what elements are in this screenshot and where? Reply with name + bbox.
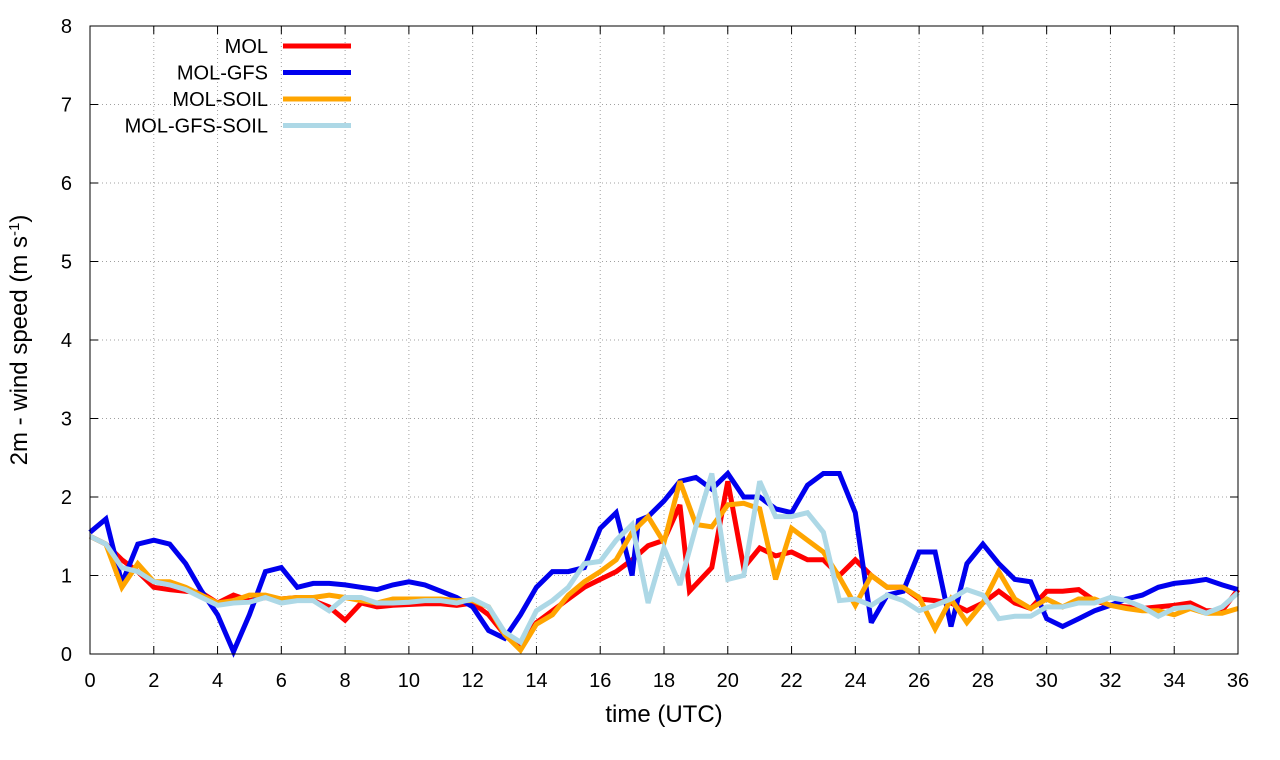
x-tick-label: 18	[653, 670, 675, 692]
legend: MOL MOL-GFS MOL-SOIL MOL-GFS-SOIL	[125, 36, 351, 138]
y-axis-title: 2m - wind speed (m s-1)	[6, 215, 34, 466]
x-tick-label: 26	[908, 670, 930, 692]
x-tick-label: 20	[717, 670, 739, 692]
x-tick-label: 36	[1227, 670, 1249, 692]
y-tick-label: 3	[61, 409, 72, 431]
x-tick-label: 34	[1163, 670, 1185, 692]
legend-label-mol: MOL	[225, 36, 268, 58]
legend-label-mol-soil: MOL-SOIL	[172, 89, 268, 111]
x-tick-label: 12	[462, 670, 484, 692]
y-axis-title-tail: )	[6, 215, 33, 223]
legend-label-mol-gfs-soil: MOL-GFS-SOIL	[125, 116, 268, 138]
y-tick-label: 1	[61, 566, 72, 588]
x-tick-label: 16	[589, 670, 611, 692]
series-line-mol-gfs	[88, 469, 1239, 658]
legend-label-mol-gfs: MOL-GFS	[177, 63, 268, 85]
axis-ticks: 0 2 4 6 8 10 12 14 16 18 20 22 24 26 28 30 32 34 360123456…	[61, 16, 1249, 692]
y-tick-label: 6	[61, 173, 72, 195]
x-axis-title: time (UTC)	[605, 701, 722, 728]
x-tick-label: 8	[340, 670, 351, 692]
x-tick-label: 14	[525, 670, 547, 692]
x-tick-label: 24	[844, 670, 866, 692]
x-tick-label: 10	[398, 670, 420, 692]
x-tick-label: 4	[212, 670, 223, 692]
x-tick-label: 30	[1036, 670, 1058, 692]
series-line-mol-gfs-soil	[88, 472, 1240, 646]
y-tick-label: 5	[61, 252, 72, 274]
y-axis-title-superscript: -1	[6, 223, 23, 236]
y-tick-label: 8	[61, 16, 72, 38]
y-tick-label: 7	[61, 95, 72, 117]
x-tick-label: 2	[148, 670, 159, 692]
grid	[90, 26, 1238, 654]
y-tick-label: 2	[61, 487, 72, 509]
x-tick-label: 32	[1099, 670, 1121, 692]
y-axis-title-main: 2m - wind speed (m s	[6, 236, 33, 465]
series-lines	[88, 469, 1240, 658]
x-tick-label: 28	[972, 670, 994, 692]
x-tick-label: 0	[84, 670, 95, 692]
x-tick-label: 6	[276, 670, 287, 692]
y-tick-label: 4	[61, 330, 72, 352]
x-tick-label: 22	[780, 670, 802, 692]
y-tick-label: 0	[61, 644, 72, 666]
